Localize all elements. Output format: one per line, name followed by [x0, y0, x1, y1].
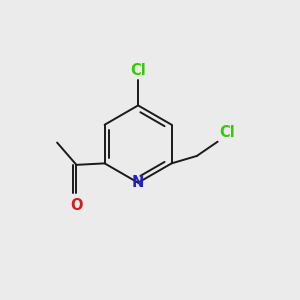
Text: Cl: Cl	[130, 63, 146, 78]
Text: N: N	[132, 175, 144, 190]
Text: Cl: Cl	[219, 125, 235, 140]
Text: O: O	[70, 198, 83, 213]
